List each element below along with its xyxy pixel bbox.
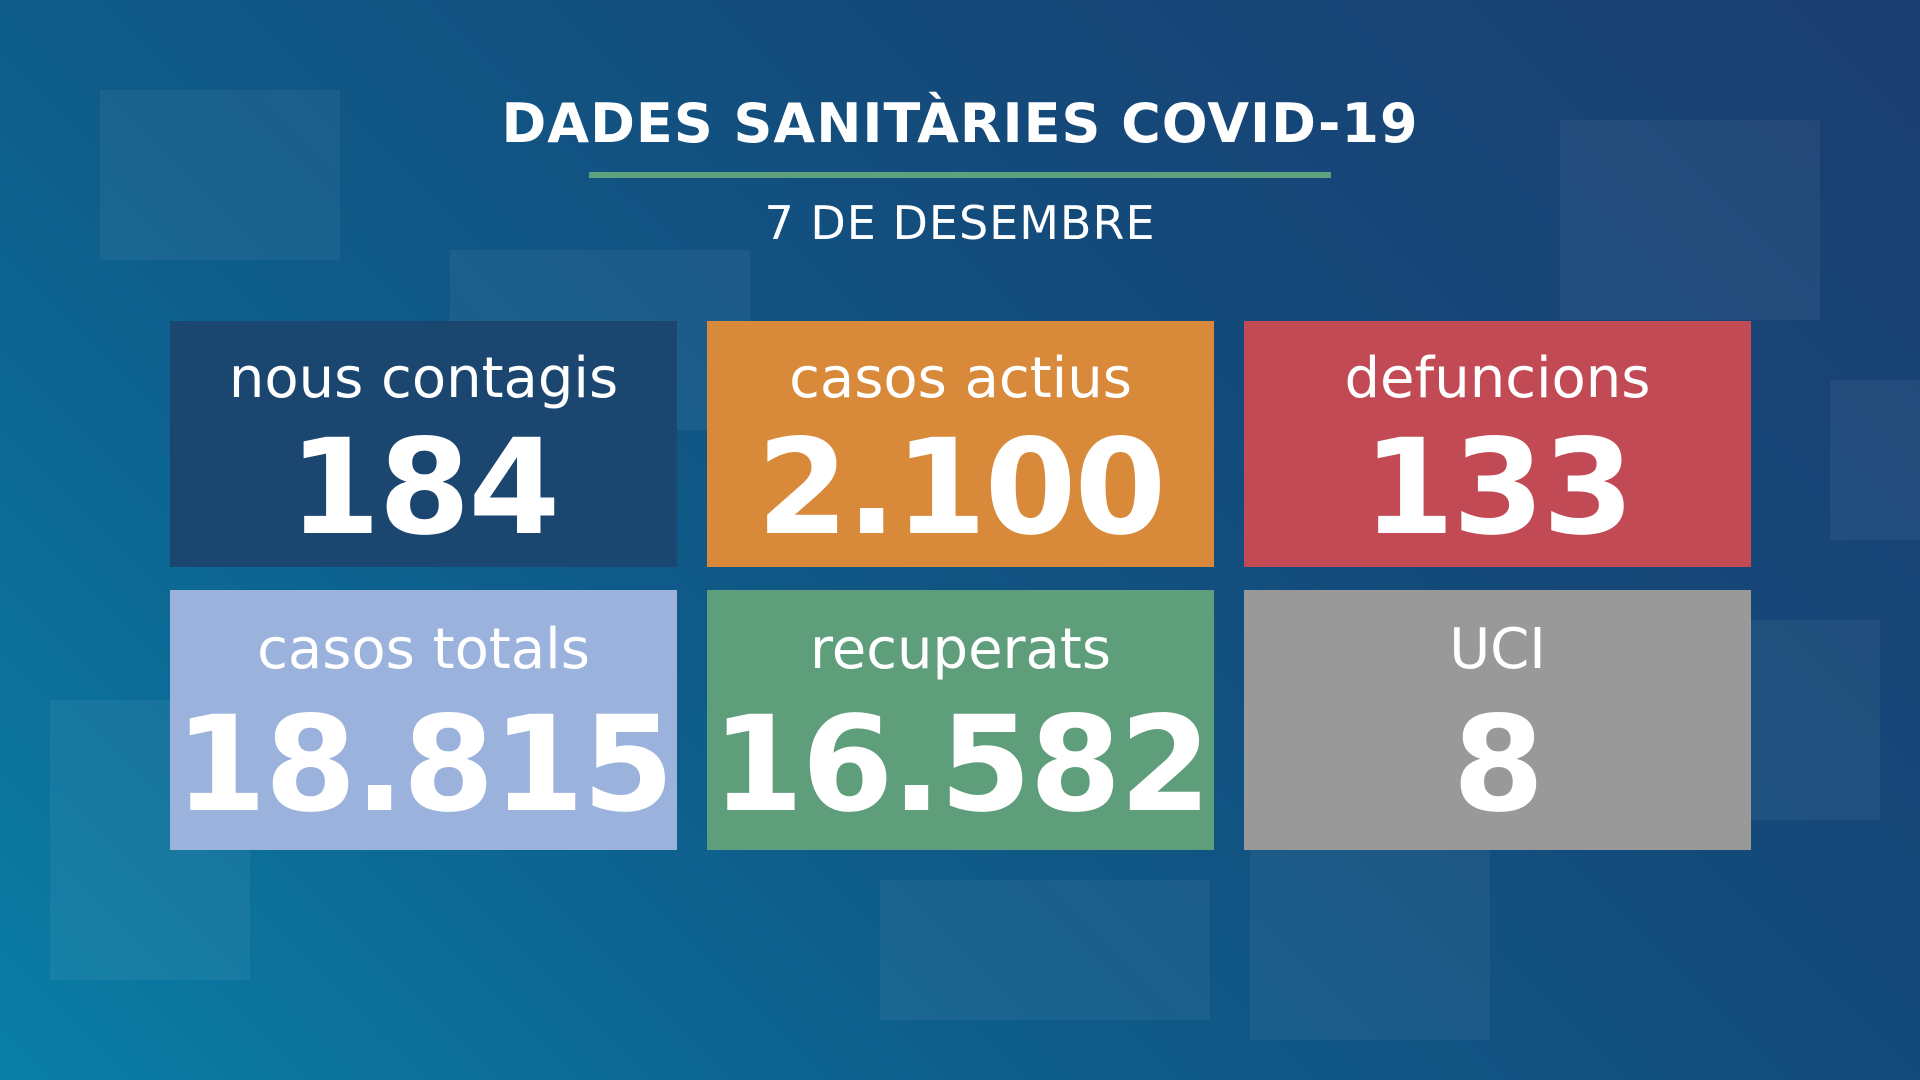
background-square	[1560, 120, 1820, 320]
background-square	[1250, 820, 1490, 1040]
tile-recuperats: recuperats 16.582	[707, 590, 1214, 850]
tile-value: 2.100	[756, 411, 1167, 565]
tile-uci: UCI 8	[1244, 590, 1751, 850]
tile-value: 16.582	[711, 688, 1211, 842]
background-square	[100, 90, 340, 260]
tile-label: defuncions	[1344, 346, 1651, 411]
page-title: DADES SANITÀRIES COVID-19	[501, 92, 1419, 155]
tile-label: UCI	[1449, 617, 1546, 682]
tile-casos-actius: casos actius 2.100	[707, 321, 1214, 567]
tile-label: nous contagis	[228, 346, 619, 411]
tile-label: recuperats	[810, 617, 1111, 682]
background-square	[1830, 380, 1920, 540]
tile-nous-contagis: nous contagis 184	[170, 321, 677, 567]
tile-value: 8	[1452, 688, 1545, 842]
tile-value: 133	[1362, 411, 1635, 565]
background-square	[880, 880, 1210, 1020]
tile-value: 18.815	[174, 688, 674, 842]
date-subtitle: 7 DE DESEMBRE	[764, 196, 1156, 250]
tile-label: casos totals	[257, 617, 590, 682]
tile-value: 184	[288, 411, 561, 565]
tile-label: casos actius	[789, 346, 1132, 411]
title-divider	[589, 172, 1331, 178]
tile-defuncions: defuncions 133	[1244, 321, 1751, 567]
tile-casos-totals: casos totals 18.815	[170, 590, 677, 850]
